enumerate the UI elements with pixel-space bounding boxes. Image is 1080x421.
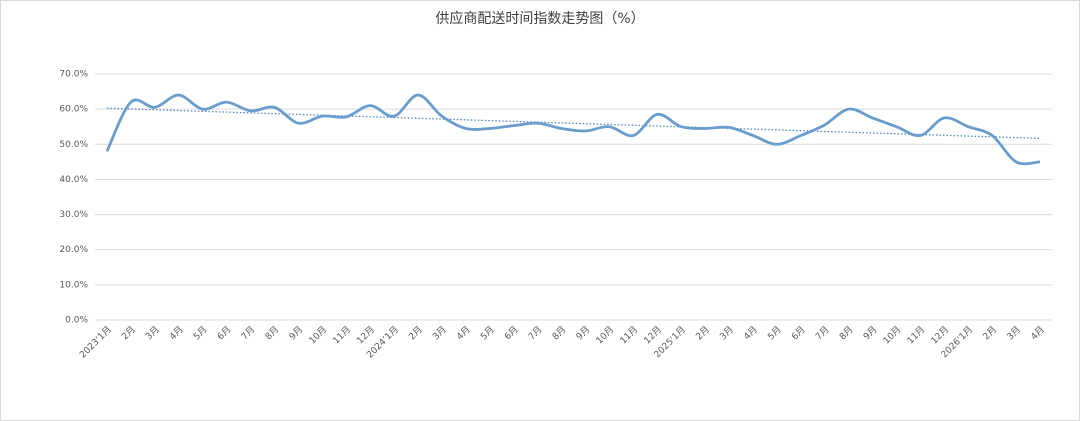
- y-tick-label: 0.0%: [65, 316, 88, 326]
- y-tick-label: 50.0%: [59, 140, 88, 150]
- y-tick-label: 30.0%: [59, 210, 88, 220]
- chart-title: 供应商配送时间指数走势图（%）: [435, 10, 644, 27]
- y-tick-label: 70.0%: [59, 70, 88, 80]
- y-tick-label: 60.0%: [59, 105, 88, 115]
- y-tick-label: 40.0%: [59, 175, 88, 185]
- data-line: [105, 93, 1041, 166]
- trendline: [106, 107, 1041, 140]
- y-tick-label: 10.0%: [59, 280, 88, 290]
- y-tick-label: 20.0%: [59, 245, 88, 255]
